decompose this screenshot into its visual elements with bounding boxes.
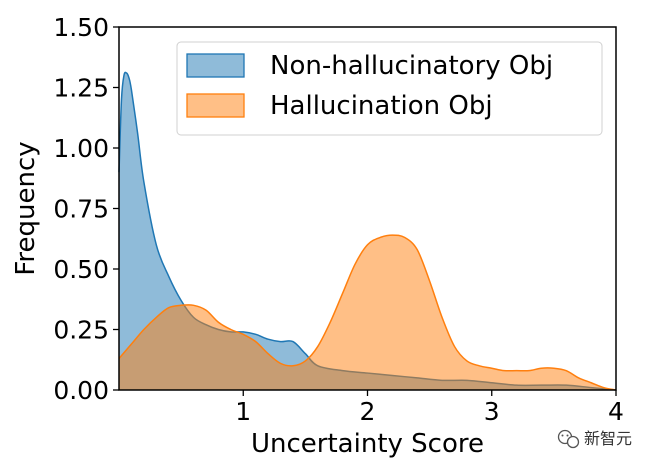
- watermark: 新智元: [557, 429, 632, 449]
- watermark-text: 新智元: [584, 429, 632, 448]
- series-line-2: [118, 234, 617, 391]
- x-tick-label: 2: [360, 397, 376, 426]
- plot-areas: [118, 71, 617, 391]
- y-tick-label: 1.50: [53, 13, 109, 42]
- x-tick-label: 4: [608, 397, 624, 426]
- legend-label: Non-hallucinatory Obj: [270, 51, 553, 81]
- legend: Non-hallucinatory Obj Hallucination Obj: [176, 41, 603, 136]
- series-area-2: [119, 235, 616, 390]
- y-tick-label: 0.50: [53, 255, 109, 284]
- y-axis-label: Frequency: [11, 141, 41, 275]
- legend-box: [176, 41, 603, 136]
- wechat-icon: [557, 429, 580, 449]
- y-tick-label: 0.75: [53, 195, 109, 224]
- x-tick-label: 3: [484, 397, 500, 426]
- y-axis-ticks: 0.00 0.25 0.50 0.75 1.00 1.25 1.50: [53, 13, 119, 405]
- x-axis-label: Uncertainty Score: [251, 429, 484, 459]
- x-axis-ticks: 1 2 3 4: [235, 390, 624, 426]
- legend-label: Hallucination Obj: [270, 91, 493, 121]
- legend-swatch: [186, 93, 245, 118]
- y-tick-label: 0.25: [53, 316, 109, 345]
- y-tick-label: 1.25: [53, 74, 109, 103]
- y-tick-label: 0.00: [53, 376, 109, 405]
- y-tick-label: 1.00: [53, 134, 109, 163]
- x-tick-label: 1: [235, 397, 251, 426]
- legend-swatch: [186, 53, 245, 78]
